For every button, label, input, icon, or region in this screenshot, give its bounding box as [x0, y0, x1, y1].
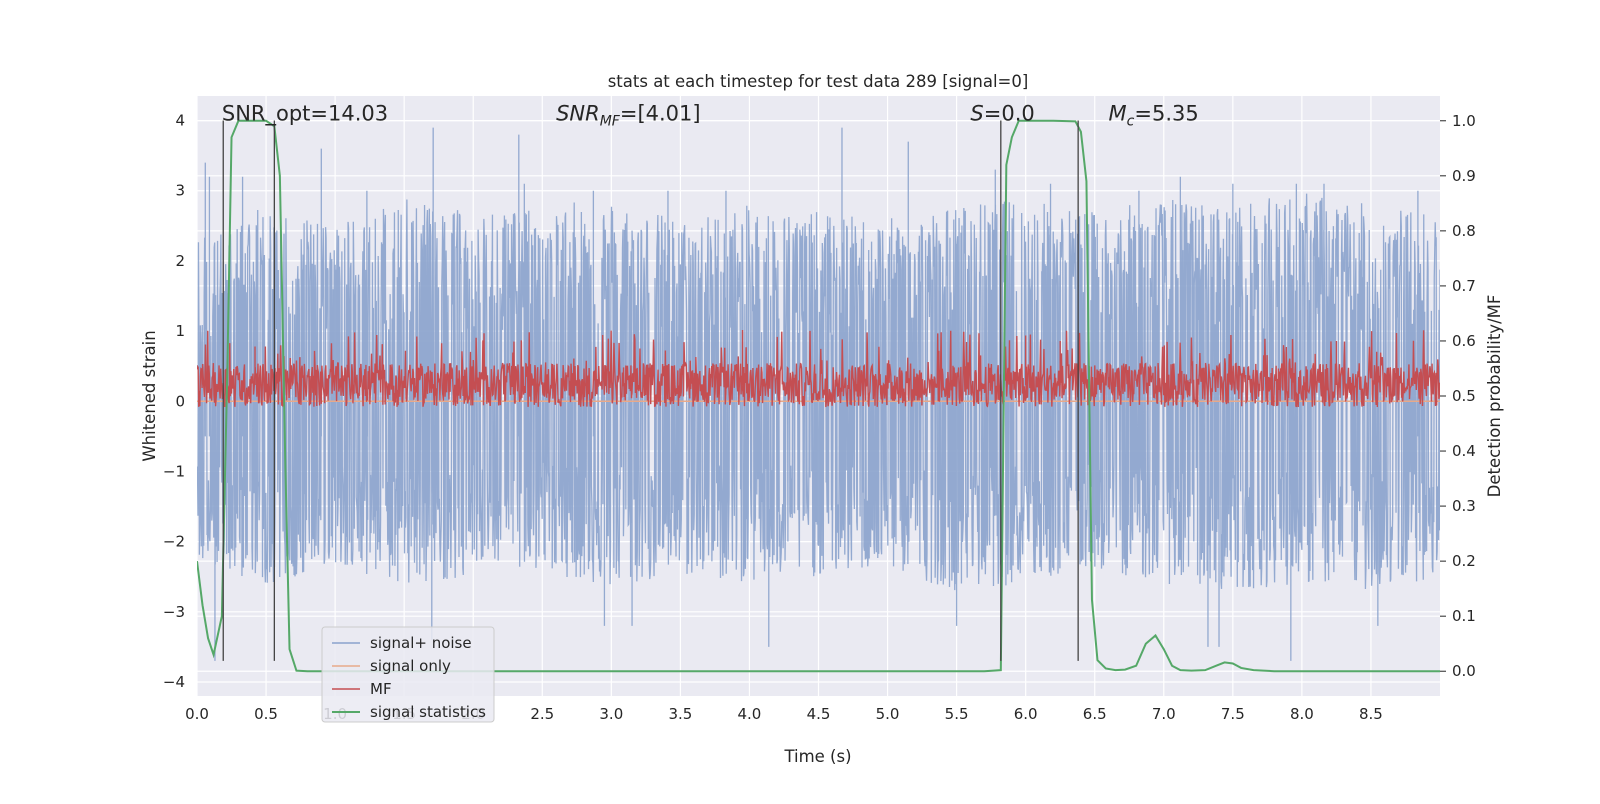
legend: signal+ noise signal only MF signal statist…: [321, 626, 495, 723]
x-tick-label-7: 3.5: [668, 705, 692, 723]
legend-entry-3: signal statistics: [370, 703, 486, 721]
vertical-lines: [222, 120, 1079, 661]
y-tick-label-right-8: 0.2: [1452, 552, 1476, 570]
legend-box: [321, 626, 495, 723]
x-tick-label-14: 7.0: [1152, 705, 1176, 723]
x-tick-label-0: 0.0: [185, 705, 209, 723]
y-axis-label-right: Detection probability/MF: [1485, 295, 1504, 498]
x-axis-label: Time (s): [783, 747, 851, 766]
y-tick-label-left-3: 1: [175, 322, 185, 340]
x-tick-label-16: 8.0: [1290, 705, 1314, 723]
y-tick-label-right-1: 0.9: [1452, 167, 1476, 185]
series-signal-statistics: [197, 119, 1440, 673]
annotation-mc-value: Mc=5.35: [1109, 102, 1199, 130]
legend-entry-0: signal+ noise: [370, 634, 472, 652]
y-tick-label-left-5: −1: [163, 462, 185, 480]
legend-entry-2: MF: [370, 680, 392, 698]
y-tick-label-left-8: −4: [163, 673, 185, 691]
y-tick-label-right-4: 0.6: [1452, 332, 1476, 350]
x-tick-label-1: 0.5: [254, 705, 278, 723]
y-tick-label-left-6: −2: [163, 533, 185, 551]
legend-entry-1: signal only: [370, 657, 451, 675]
annotations: SNR_opt=14.03 SNRMF=[4.01] S=0.0 Mc=5.35: [222, 102, 1199, 130]
y-tick-label-left-7: −3: [163, 603, 185, 621]
annotation-snr-opt: SNR_opt=14.03: [222, 102, 388, 127]
y-tick-label-left-2: 2: [175, 252, 185, 270]
x-tick-label-9: 4.5: [807, 705, 831, 723]
y-tick-label-right-0: 1.0: [1452, 112, 1476, 130]
x-tick-label-13: 6.5: [1083, 705, 1107, 723]
y-tick-label-right-2: 0.8: [1452, 222, 1476, 240]
y-tick-label-right-7: 0.3: [1452, 497, 1476, 515]
y-tick-label-right-6: 0.4: [1452, 442, 1476, 460]
y-tick-label-left-0: 4: [175, 112, 185, 130]
y-tick-label-left-1: 3: [175, 182, 185, 200]
series-mf: [197, 329, 1440, 408]
annotation-snr-mf: SNRMF=[4.01]: [556, 102, 701, 130]
x-tick-label-6: 3.0: [599, 705, 623, 723]
x-tick-label-8: 4.0: [738, 705, 762, 723]
x-tick-label-5: 2.5: [530, 705, 554, 723]
series-signal-noise: [197, 127, 1440, 661]
x-tick-label-17: 8.5: [1359, 705, 1383, 723]
tick-labels: 0.00.51.01.52.02.53.03.54.04.55.05.56.06…: [163, 112, 1476, 723]
y-tick-label-right-9: 0.1: [1452, 607, 1476, 625]
series-layer: [197, 119, 1440, 673]
x-tick-label-10: 5.0: [876, 705, 900, 723]
x-tick-label-12: 6.0: [1014, 705, 1038, 723]
x-tick-label-11: 5.5: [945, 705, 969, 723]
y-tick-label-right-10: 0.0: [1452, 662, 1476, 680]
y-tick-label-left-4: 0: [175, 392, 185, 410]
y-tick-label-right-5: 0.5: [1452, 387, 1476, 405]
y-tick-label-right-3: 0.7: [1452, 277, 1476, 295]
chart-title: stats at each timestep for test data 289…: [608, 72, 1029, 91]
y-axis-label-left: Whitened strain: [140, 330, 159, 461]
x-tick-label-15: 7.5: [1221, 705, 1245, 723]
annotation-s-value: S=0.0: [970, 102, 1034, 126]
